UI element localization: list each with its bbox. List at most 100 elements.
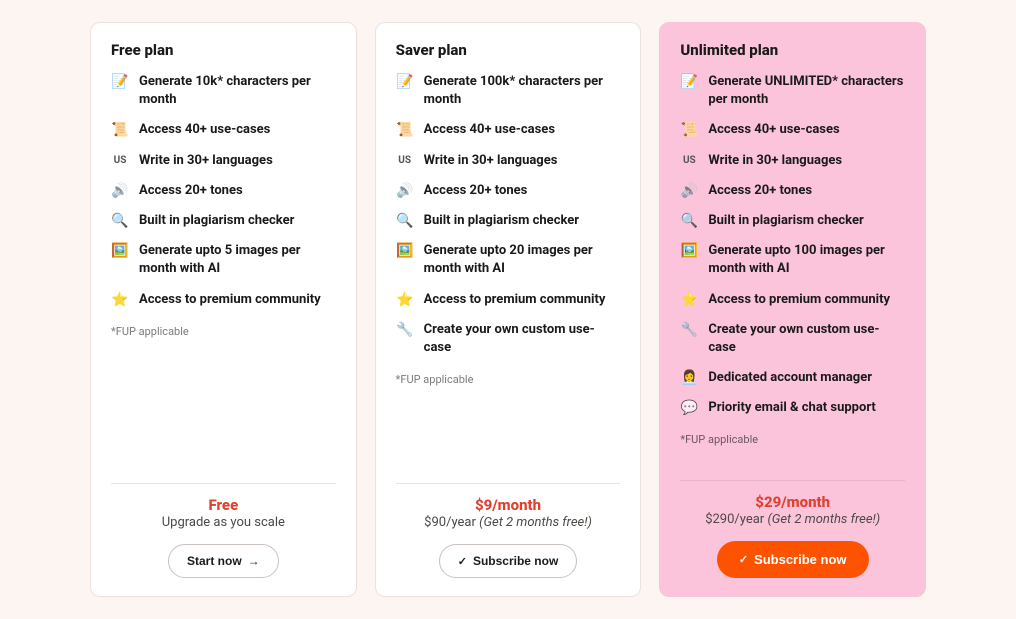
check-icon: ✓	[458, 555, 467, 568]
feature-item: 🔧 Create your own custom use-case	[396, 321, 621, 357]
feature-item: ⭐Access to premium community	[680, 291, 905, 309]
scroll-icon: 📜	[680, 121, 698, 139]
feature-text: Access to premium community	[139, 291, 321, 309]
feature-item: USWrite in 30+ languages	[680, 152, 905, 170]
cta-row: ✓ Subscribe now	[396, 544, 621, 578]
feature-text: Generate 10k* characters per month	[139, 73, 336, 109]
plan-card-unlimited: Unlimited plan 📝Generate UNLIMITED* chara…	[659, 22, 926, 597]
doc-icon: 📝	[396, 73, 414, 91]
feature-item: 🔊 Access 20+ tones	[111, 182, 336, 200]
wrench-icon: 🔧	[396, 321, 414, 339]
cta-label: Subscribe now	[754, 552, 846, 567]
feature-text: Create your own custom use-case	[424, 321, 621, 357]
feature-list: 📝Generate UNLIMITED* characters per mont…	[680, 73, 905, 429]
feature-item: ⭐Access to premium community	[111, 291, 336, 309]
feature-list: 📝 Generate 10k* characters per month 📜 Acce…	[111, 73, 336, 321]
plan-title: Unlimited plan	[680, 41, 905, 59]
divider	[396, 483, 621, 484]
magnifier-icon: 🔍	[680, 212, 698, 230]
scroll-icon: 📜	[396, 121, 414, 139]
feature-item: US Write in 30+ languages	[396, 152, 621, 170]
feature-text: Access 40+ use-cases	[139, 121, 270, 139]
feature-text: Access 40+ use-cases	[708, 121, 839, 139]
price-sub-italic: (Get 2 months free!)	[479, 515, 592, 530]
cta-row: ✓ Subscribe now	[680, 541, 905, 578]
feature-item: 📝 Generate 100k* characters per month	[396, 73, 621, 109]
cta-label: Start now	[187, 554, 242, 568]
feature-item: 📝 Generate 10k* characters per month	[111, 73, 336, 109]
feature-text: Access to premium community	[424, 291, 606, 309]
feature-item: 🔍 Built in plagiarism checker	[680, 212, 905, 230]
feature-text: Built in plagiarism checker	[708, 212, 863, 230]
image-icon: 🖼️	[396, 242, 414, 260]
feature-item: 🖼️ Generate upto 5 images per month with …	[111, 242, 336, 278]
feature-text: Generate 100k* characters per month	[424, 73, 621, 109]
fup-note: *FUP applicable	[396, 373, 621, 386]
feature-text: Access 40+ use-cases	[424, 121, 555, 139]
feature-item: 🔍 Built in plagiarism checker	[111, 212, 336, 230]
plan-card-saver: Saver plan 📝 Generate 100k* characters per…	[375, 22, 642, 597]
price-sub-italic: (Get 2 months free!)	[767, 512, 880, 527]
feature-text: Generate upto 5 images per month with AI	[139, 242, 336, 278]
plan-title: Saver plan	[396, 41, 621, 59]
price-sub: $90/year (Get 2 months free!)	[396, 515, 621, 530]
plan-title: Free plan	[111, 41, 336, 59]
price-sub-text: $90/year	[424, 515, 479, 530]
unlimited-cta-button[interactable]: ✓ Subscribe now	[717, 541, 869, 578]
saver-cta-button[interactable]: ✓ Subscribe now	[439, 544, 578, 578]
feature-item: 👩‍💼 Dedicated account manager	[680, 369, 905, 387]
spacer	[680, 446, 905, 470]
check-icon: ✓	[739, 553, 748, 566]
price-sub: Upgrade as you scale	[111, 515, 336, 530]
feature-item: 💬Priority email & chat support	[680, 399, 905, 417]
cta-row: Start now→	[111, 544, 336, 578]
wrench-icon: 🔧	[680, 321, 698, 339]
feature-item: 🖼️ Generate upto 20 images per month with…	[396, 242, 621, 278]
fup-note: *FUP applicable	[111, 325, 336, 338]
feature-item: 🔊Access 20+ tones	[396, 182, 621, 200]
plan-card-free: Free plan 📝 Generate 10k* characters per m…	[90, 22, 357, 597]
free-cta-button[interactable]: Start now→	[168, 544, 279, 578]
spacer	[396, 386, 621, 473]
us-icon: US	[680, 152, 698, 170]
price-main: $9/month	[396, 496, 621, 514]
feature-text: Built in plagiarism checker	[139, 212, 294, 230]
feature-text: Access 20+ tones	[424, 182, 528, 200]
feature-item: 🔊 Access 20+ tones	[680, 182, 905, 200]
feature-text: Generate upto 100 images per month with …	[708, 242, 905, 278]
price-sub-text: Upgrade as you scale	[162, 515, 285, 530]
us-icon: US	[111, 152, 129, 170]
divider	[111, 483, 336, 484]
us-icon: US	[396, 152, 414, 170]
magnifier-icon: 🔍	[396, 212, 414, 230]
speaker-icon: 🔊	[680, 182, 698, 200]
feature-item: US Write in 30+ languages	[111, 152, 336, 170]
image-icon: 🖼️	[111, 242, 129, 260]
feature-text: Generate UNLIMITED* characters per month	[708, 73, 905, 109]
star-icon: ⭐	[396, 291, 414, 309]
feature-item: 📜 Access 40+ use-cases	[111, 121, 336, 139]
image-icon: 🖼️	[680, 242, 698, 260]
doc-icon: 📝	[111, 73, 129, 91]
chat-icon: 💬	[680, 399, 698, 417]
speaker-icon: 🔊	[111, 182, 129, 200]
feature-text: Write in 30+ languages	[424, 152, 558, 170]
feature-text: Access 20+ tones	[708, 182, 812, 200]
feature-text: Access 20+ tones	[139, 182, 243, 200]
fup-note: *FUP applicable	[680, 433, 905, 446]
person-icon: 👩‍💼	[680, 369, 698, 387]
cta-label: Subscribe now	[473, 554, 558, 568]
feature-text: Generate upto 20 images per month with A…	[424, 242, 621, 278]
feature-item: 📜 Access 40+ use-cases	[680, 121, 905, 139]
feature-text: Access to premium community	[708, 291, 890, 309]
feature-item: 🔍Built in plagiarism checker	[396, 212, 621, 230]
divider	[680, 480, 905, 481]
feature-text: Create your own custom use-case	[708, 321, 905, 357]
pricing-container: Free plan 📝 Generate 10k* characters per m…	[0, 0, 1016, 607]
price-main: $29/month	[680, 493, 905, 511]
scroll-icon: 📜	[111, 121, 129, 139]
feature-text: Dedicated account manager	[708, 369, 872, 387]
magnifier-icon: 🔍	[111, 212, 129, 230]
price-block: $9/month$90/year (Get 2 months free!)	[396, 496, 621, 530]
feature-text: Write in 30+ languages	[139, 152, 273, 170]
